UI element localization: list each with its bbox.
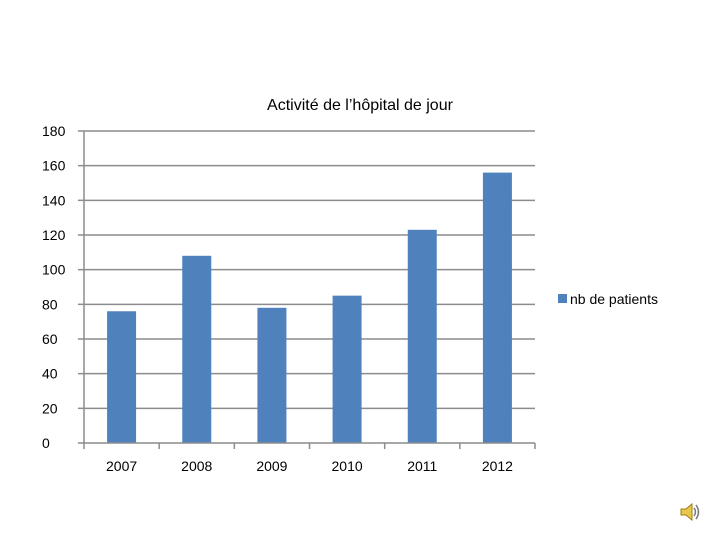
y-tick-labels: 0 20 40 60 80 100 120 140 160 180	[42, 123, 66, 451]
bar	[482, 172, 512, 443]
x-tick-label: 2011	[407, 458, 437, 474]
legend-label: nb de patients	[570, 291, 658, 307]
x-tick-label: 2008	[181, 458, 212, 474]
y-tick-label: 100	[42, 262, 66, 278]
y-tick-label: 120	[42, 227, 66, 243]
y-tick-label: 80	[42, 296, 58, 312]
bar	[407, 229, 437, 443]
y-tick-label: 20	[42, 400, 58, 416]
axes	[83, 131, 536, 449]
y-tick-label: 0	[42, 435, 50, 451]
legend-swatch	[558, 294, 567, 303]
bar	[182, 255, 212, 443]
speaker-icon[interactable]	[678, 500, 702, 524]
y-tick-label: 60	[42, 331, 58, 347]
bars	[107, 172, 512, 443]
x-tick-label: 2010	[332, 458, 363, 474]
bar	[257, 307, 287, 443]
legend: nb de patients	[558, 291, 658, 307]
y-tick-label: 160	[42, 158, 66, 174]
bar	[107, 311, 137, 443]
x-tick-label: 2009	[256, 458, 287, 474]
gridlines	[78, 130, 535, 444]
y-tick-label: 140	[42, 192, 66, 208]
y-tick-label: 40	[42, 366, 58, 382]
bar	[332, 295, 362, 443]
y-tick-label: 180	[42, 123, 66, 139]
x-tick-label: 2007	[106, 458, 137, 474]
chart-title: Activité de l’hôpital de jour	[267, 97, 454, 114]
x-tick-labels: 2007 2008 2009 2010 2011 2012	[106, 458, 513, 474]
x-tick-label: 2012	[482, 458, 513, 474]
